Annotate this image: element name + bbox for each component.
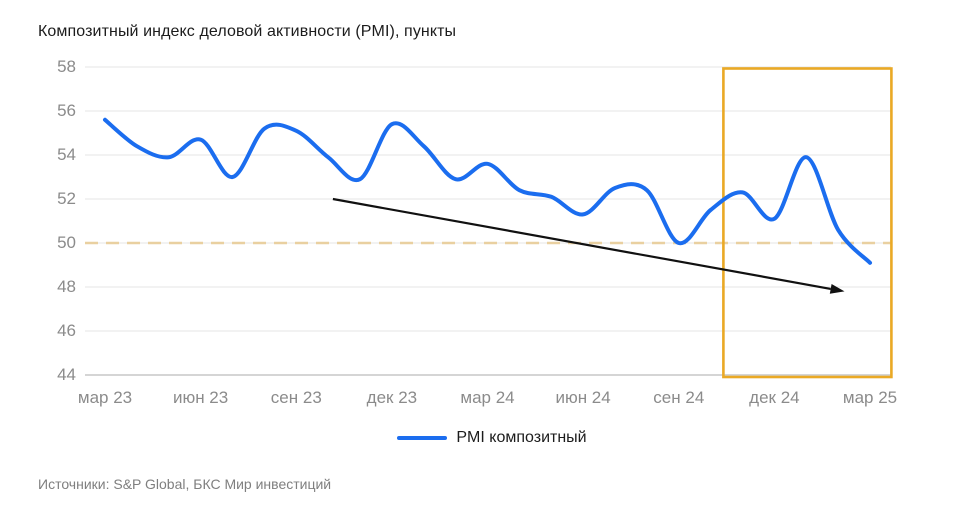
y-axis-tick-label: 44 (57, 365, 76, 384)
y-axis-tick-label: 56 (57, 101, 76, 120)
x-axis-tick-label: мар 24 (460, 388, 515, 407)
legend-label: PMI композитный (456, 429, 587, 446)
y-axis-tick-label: 52 (57, 189, 76, 208)
x-axis-tick-label: июн 23 (172, 388, 229, 407)
source-text: Источники: S&P Global, БКС Мир инвестици… (38, 476, 332, 492)
x-axis-tick-label: мар 25 (842, 388, 898, 407)
x-axis-tick-label: июн 24 (555, 388, 611, 407)
y-axis-tick-label: 50 (57, 233, 76, 252)
y-axis-tick-label: 46 (57, 321, 76, 340)
legend-line-swatch (397, 436, 448, 440)
y-axis-tick-label: 58 (57, 57, 76, 76)
y-axis-tick-label: 54 (57, 145, 76, 164)
y-axis-tick-label: 48 (57, 277, 76, 296)
x-axis-tick-label: мар 23 (77, 388, 133, 407)
x-axis-tick-label: сен 24 (653, 388, 705, 407)
x-axis-tick-label: сен 23 (270, 388, 322, 407)
x-axis-tick-label: дек 24 (749, 388, 800, 407)
x-axis-tick-label: дек 23 (366, 388, 418, 407)
chart-title: Композитный индекс деловой активности (P… (38, 23, 457, 40)
legend: PMI композитный (0, 427, 956, 449)
